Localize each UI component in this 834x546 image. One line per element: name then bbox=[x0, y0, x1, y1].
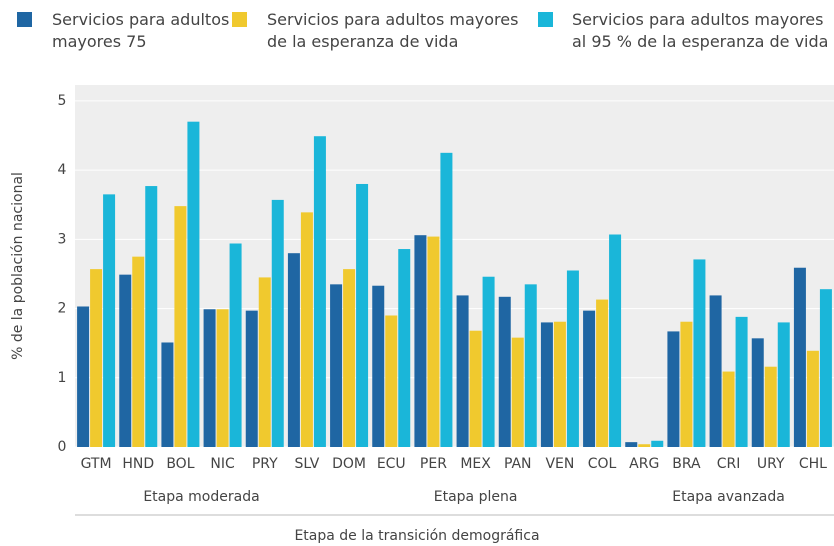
x-tick-label: SLV bbox=[295, 456, 320, 472]
plot-background bbox=[75, 85, 834, 447]
bar bbox=[90, 269, 103, 447]
group-label: Etapa avanzada bbox=[672, 489, 785, 505]
bar bbox=[440, 152, 453, 448]
x-tick-label: ARG bbox=[629, 456, 659, 472]
y-tick-label: 0 bbox=[58, 439, 67, 455]
bar bbox=[722, 371, 735, 447]
bar bbox=[229, 243, 242, 447]
y-tick-label: 5 bbox=[58, 93, 67, 109]
x-tick-label: NIC bbox=[210, 456, 235, 472]
bar bbox=[693, 259, 706, 447]
bar bbox=[680, 321, 693, 447]
bar bbox=[398, 249, 411, 447]
x-tick-label: PAN bbox=[504, 456, 532, 472]
legend-swatch bbox=[538, 12, 553, 27]
group-label: Etapa plena bbox=[434, 489, 518, 505]
y-tick-label: 4 bbox=[58, 162, 67, 178]
x-tick-label: DOM bbox=[332, 456, 366, 472]
y-tick-label: 2 bbox=[58, 301, 67, 317]
bar bbox=[651, 440, 664, 447]
bar bbox=[819, 289, 832, 447]
x-tick-label: BRA bbox=[672, 456, 701, 472]
bar bbox=[553, 321, 566, 447]
bar bbox=[300, 212, 313, 447]
group-label: Etapa moderada bbox=[143, 489, 259, 505]
x-tick-label: MEX bbox=[460, 456, 491, 472]
legend-swatch bbox=[17, 12, 32, 27]
bar bbox=[735, 316, 748, 447]
bar bbox=[566, 270, 579, 447]
bar bbox=[625, 442, 638, 447]
bar bbox=[414, 235, 427, 447]
bar bbox=[524, 284, 537, 447]
x-tick-label: VEN bbox=[545, 456, 574, 472]
x-tick-label: BOL bbox=[166, 456, 194, 472]
bar bbox=[343, 269, 356, 447]
bar bbox=[77, 306, 90, 447]
x-tick-label: ECU bbox=[377, 456, 406, 472]
legend-swatch bbox=[232, 12, 247, 27]
x-tick-label: PRY bbox=[252, 456, 278, 472]
bar bbox=[764, 366, 777, 447]
bar bbox=[372, 285, 385, 447]
bar bbox=[583, 310, 596, 447]
bar bbox=[793, 267, 806, 447]
x-tick-label: PER bbox=[420, 456, 447, 472]
y-tick-label: 1 bbox=[58, 370, 67, 386]
legend-label: Servicios para adultos mayores de la esp… bbox=[267, 10, 519, 51]
x-tick-label: CHL bbox=[799, 456, 827, 472]
x-tick-label: HND bbox=[122, 456, 154, 472]
x-tick-label: URY bbox=[757, 456, 785, 472]
bar bbox=[456, 295, 469, 447]
x-axis-title: Etapa de la transición demográfica bbox=[294, 528, 539, 544]
bar bbox=[667, 331, 680, 447]
x-tick-label: GTM bbox=[81, 456, 112, 472]
bar bbox=[313, 136, 326, 447]
bar bbox=[187, 121, 200, 447]
bar bbox=[482, 276, 495, 447]
bar bbox=[287, 253, 300, 447]
bar bbox=[427, 236, 440, 447]
bar bbox=[145, 186, 158, 447]
y-tick-label: 3 bbox=[58, 231, 67, 247]
bar bbox=[119, 274, 132, 447]
bar bbox=[777, 322, 790, 447]
bar bbox=[271, 199, 284, 447]
bar bbox=[245, 310, 258, 447]
bar bbox=[638, 444, 651, 447]
bar bbox=[709, 295, 722, 447]
y-axis-title: % de la población nacional bbox=[10, 172, 26, 360]
bar bbox=[469, 330, 482, 447]
bar bbox=[498, 296, 511, 447]
x-tick-label: COL bbox=[588, 456, 617, 472]
bar bbox=[103, 194, 116, 447]
bar bbox=[161, 342, 174, 447]
x-tick-label: CRI bbox=[717, 456, 741, 472]
bar bbox=[540, 322, 553, 447]
bar bbox=[806, 350, 819, 447]
bar bbox=[356, 183, 369, 447]
bar bbox=[385, 315, 398, 447]
bar bbox=[174, 206, 187, 447]
legend-label: Servicios para adultos mayores 75 bbox=[52, 10, 230, 51]
bar bbox=[258, 277, 271, 447]
bar bbox=[216, 309, 229, 447]
bar bbox=[511, 337, 524, 447]
bar bbox=[330, 284, 343, 447]
bar bbox=[203, 309, 216, 447]
bar bbox=[132, 256, 145, 447]
bar bbox=[609, 234, 622, 447]
bar bbox=[596, 299, 609, 447]
bar bbox=[751, 338, 764, 447]
legend-label: Servicios para adultos mayores al 95 % d… bbox=[572, 10, 829, 51]
